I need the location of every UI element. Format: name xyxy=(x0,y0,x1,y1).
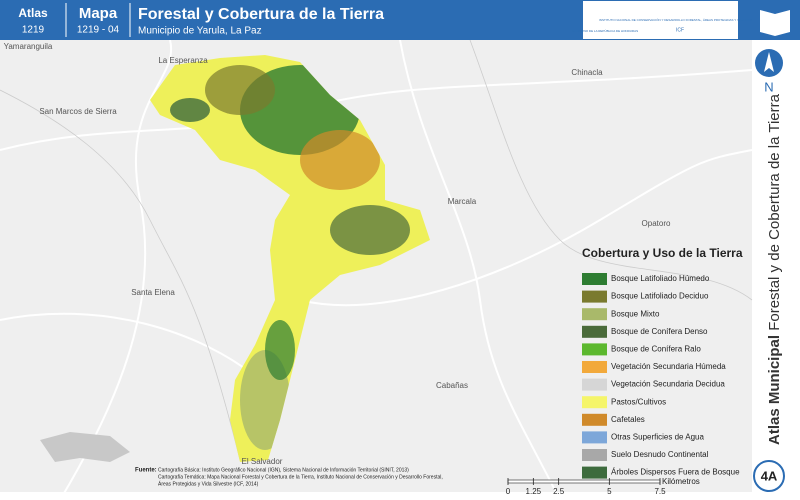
legend-label: Bosque Latifoliado Deciduo xyxy=(611,292,709,301)
place-label: Opatoro xyxy=(642,219,671,228)
book-icon xyxy=(760,10,790,36)
atlas-code: 1219 xyxy=(22,25,45,36)
scale-bar xyxy=(507,479,661,484)
legend-title: Cobertura y Uso de la Tierra xyxy=(582,246,743,260)
boundaries xyxy=(0,39,753,461)
legend-swatch xyxy=(582,343,607,356)
scale-unit: Kilómetros xyxy=(662,477,700,486)
sidebar-title: Atlas Municipal Forestal y de Cobertura … xyxy=(766,93,783,445)
legend-label: Pastos/Cultivos xyxy=(611,397,666,406)
scale-label: 2.5 xyxy=(553,487,565,496)
legend-label: Otras Superficies de Agua xyxy=(611,433,704,442)
legend-swatch xyxy=(582,325,607,338)
legend-label: Árboles Dispersos Fuera de Bosque xyxy=(611,468,740,477)
badge-label: 4A xyxy=(761,468,778,483)
place-label: El Salvador xyxy=(242,457,283,466)
legend-swatch xyxy=(582,396,607,409)
place-label: Chinacla xyxy=(571,68,603,77)
sources-label: Fuente: xyxy=(135,468,157,474)
legend-swatch xyxy=(582,361,607,373)
legend-swatch xyxy=(582,466,607,479)
place-label: Cabañas xyxy=(436,381,468,390)
place-label: La Esperanza xyxy=(158,56,208,65)
legend-swatch xyxy=(582,308,607,321)
legend-label: Suelo Desnudo Continental xyxy=(611,450,709,459)
logos xyxy=(583,1,738,39)
country-inset xyxy=(40,432,130,462)
legend-label: Cafetales xyxy=(611,415,645,424)
logo-right: INSTITUTO NACIONAL DE CONSERVACIÓN Y DES… xyxy=(599,17,761,22)
scale-label: 5 xyxy=(607,487,612,496)
place-label: San Marcos de Sierra xyxy=(39,107,117,116)
legend-swatch xyxy=(582,449,607,461)
legend-swatch xyxy=(582,431,607,444)
source-line: Cartografía Temática: Mapa Nacional Fore… xyxy=(158,474,443,480)
sidebar-theme: Forestal y de Cobertura de la Tierra xyxy=(766,93,783,330)
subtitle: Municipio de Yarula, La Paz xyxy=(138,26,262,37)
legend-label: Vegetación Secundaria Húmeda xyxy=(611,362,726,371)
logo-right-short: ICF xyxy=(676,27,684,33)
map-code: 1219 - 04 xyxy=(77,25,120,36)
map-label: Mapa xyxy=(79,5,118,22)
north-label: N xyxy=(764,79,773,94)
title: Forestal y Cobertura de la Tierra xyxy=(138,6,384,23)
legend-swatch xyxy=(582,273,607,285)
scale-label: 0 xyxy=(506,487,511,496)
legend-label: Bosque Mixto xyxy=(611,309,660,318)
place-label: Marcala xyxy=(448,197,477,206)
legend-label: Bosque de Conífera Denso xyxy=(611,327,708,336)
source-line: Cartografía Básica: Instituto Geográfico… xyxy=(158,467,409,473)
atlas-label: Atlas xyxy=(18,6,48,20)
logo-left: GOBIERNO DE LA REPÚBLICA DE HONDURAS xyxy=(572,28,638,33)
sidebar-atlas: Atlas Municipal xyxy=(766,335,783,445)
badge xyxy=(753,460,785,492)
place-label: Santa Elena xyxy=(131,288,175,297)
legend-label: Bosque de Conífera Ralo xyxy=(611,345,701,354)
legend-swatch xyxy=(582,413,607,426)
legend-label: Bosque Latifoliado Húmedo xyxy=(611,274,710,283)
scale-label: 7.5 xyxy=(654,487,666,496)
legend-swatch xyxy=(582,290,607,303)
north-arrow xyxy=(764,52,774,72)
legend-label: Vegetación Secundaria Decidua xyxy=(611,380,725,389)
place-label: Yamaranguila xyxy=(4,42,53,51)
legend-swatch xyxy=(582,378,607,391)
source-line: Áreas Protegidas y Vida Silvestre (ICF, … xyxy=(158,480,259,487)
scale-label: 1.25 xyxy=(526,487,542,496)
